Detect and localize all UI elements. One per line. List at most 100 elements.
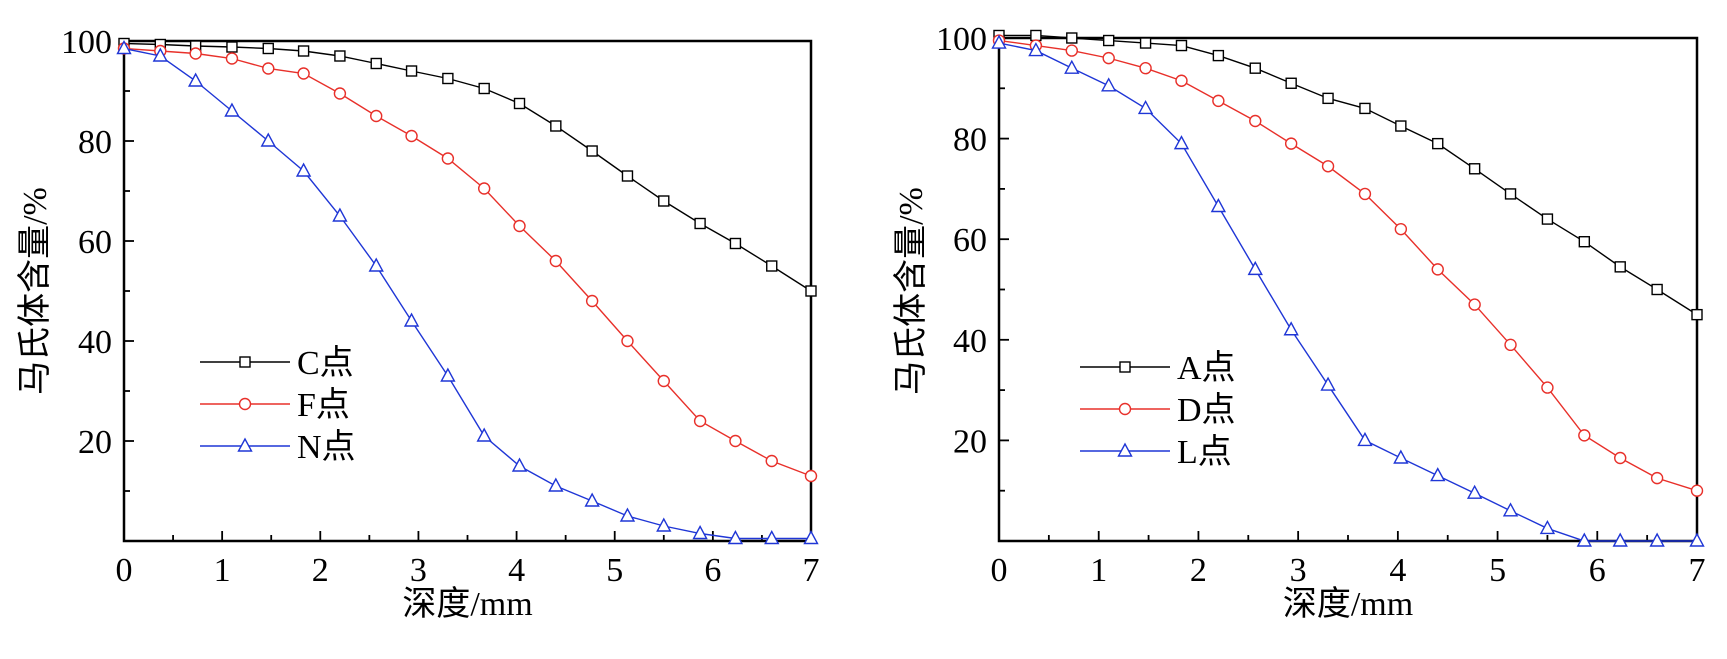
data-point bbox=[1430, 467, 1446, 482]
series-circle bbox=[117, 42, 818, 483]
data-point bbox=[1578, 429, 1591, 442]
data-point bbox=[297, 45, 310, 57]
data-point bbox=[1175, 39, 1188, 52]
data-point bbox=[297, 67, 310, 80]
series-square bbox=[993, 29, 1703, 321]
data-point bbox=[693, 414, 707, 428]
data-point bbox=[440, 367, 456, 382]
legend-label: C点 bbox=[297, 344, 354, 382]
data-point bbox=[403, 312, 420, 327]
y-tick-label: 80 bbox=[953, 122, 987, 159]
x-tick-label: 1 bbox=[214, 552, 231, 589]
data-point bbox=[1691, 308, 1703, 321]
legend-label: F点 bbox=[297, 386, 350, 424]
data-point bbox=[657, 374, 670, 388]
x-tick-label: 7 bbox=[803, 552, 820, 589]
data-point bbox=[511, 457, 528, 472]
data-point bbox=[1468, 163, 1481, 175]
data-point bbox=[333, 87, 347, 100]
data-point bbox=[1690, 484, 1704, 497]
x-tick-label: 3 bbox=[410, 552, 427, 589]
data-point bbox=[621, 334, 634, 348]
data-point bbox=[1212, 49, 1225, 62]
data-point bbox=[1173, 135, 1190, 150]
chart-left: 0 1 2 3 4 5 6 7 20 40 60 80 100 深度/mm 马氏体含量/% C点 F点 N点 bbox=[16, 24, 820, 623]
data-point bbox=[1285, 77, 1297, 89]
legend-label: N点 bbox=[297, 428, 356, 466]
data-point bbox=[584, 492, 600, 507]
data-point bbox=[334, 50, 346, 62]
data-point bbox=[550, 120, 562, 132]
data-point bbox=[766, 260, 778, 272]
data-point bbox=[585, 294, 599, 308]
x-tick-label: 4 bbox=[508, 552, 525, 589]
series-circle bbox=[992, 34, 1704, 497]
y-axis-title: 马氏体含量/% bbox=[16, 187, 54, 395]
data-point bbox=[1466, 484, 1483, 499]
y-tick-label: 80 bbox=[78, 124, 112, 161]
x-axis-title: 深度/mm bbox=[402, 585, 532, 623]
legend-marker bbox=[1118, 402, 1132, 416]
data-point bbox=[1175, 74, 1188, 87]
x-tick-label: 1 bbox=[1090, 552, 1107, 589]
series-line bbox=[998, 39, 1698, 492]
data-point bbox=[1650, 471, 1664, 485]
data-point bbox=[189, 47, 202, 60]
legend-label: L点 bbox=[1177, 433, 1232, 471]
data-point bbox=[224, 102, 240, 117]
data-point bbox=[442, 72, 454, 85]
data-point bbox=[1395, 120, 1407, 132]
x-tick-label: 4 bbox=[1389, 552, 1406, 589]
data-point bbox=[619, 507, 636, 522]
y-tick-label: 40 bbox=[78, 324, 112, 361]
data-point bbox=[729, 434, 742, 448]
data-point bbox=[1539, 519, 1556, 535]
y-tick-label: 100 bbox=[936, 21, 987, 58]
data-point bbox=[692, 525, 708, 540]
series-triangle bbox=[991, 34, 1705, 547]
data-point bbox=[1504, 338, 1517, 352]
data-point bbox=[1137, 99, 1154, 115]
data-point bbox=[1432, 137, 1444, 150]
data-point bbox=[656, 517, 672, 532]
data-point bbox=[332, 207, 348, 222]
data-point bbox=[476, 427, 492, 442]
data-point bbox=[548, 477, 564, 492]
data-point bbox=[1139, 37, 1152, 49]
data-point bbox=[1320, 376, 1336, 391]
data-point bbox=[1468, 298, 1481, 311]
data-point bbox=[1249, 114, 1262, 128]
data-point bbox=[513, 97, 526, 110]
data-point bbox=[1249, 62, 1261, 74]
legend-label: D点 bbox=[1177, 391, 1236, 429]
chart-right: 0 1 2 3 4 5 6 7 20 40 60 80 100 深度/mm 马氏体含量/% A点 D点 L点 bbox=[892, 21, 1706, 623]
data-point bbox=[295, 162, 312, 177]
legend-label: A点 bbox=[1177, 349, 1236, 387]
y-tick-label: 40 bbox=[953, 323, 987, 360]
data-point bbox=[727, 530, 744, 545]
data-point bbox=[370, 57, 382, 70]
data-point bbox=[1431, 263, 1444, 276]
data-point bbox=[1504, 188, 1517, 200]
data-point bbox=[1541, 213, 1554, 225]
data-point bbox=[1649, 532, 1665, 547]
x-tick-label: 5 bbox=[606, 552, 623, 589]
data-point bbox=[1689, 532, 1705, 547]
data-point bbox=[260, 132, 276, 147]
data-point bbox=[478, 82, 490, 95]
data-point bbox=[441, 152, 455, 165]
data-point bbox=[477, 182, 491, 195]
y-axis-title: 马氏体含量/% bbox=[892, 187, 930, 395]
data-point bbox=[1210, 198, 1227, 213]
data-point bbox=[1359, 102, 1371, 115]
data-point bbox=[1322, 92, 1334, 105]
data-point bbox=[226, 41, 238, 53]
legend-marker bbox=[1119, 361, 1131, 373]
data-point bbox=[1357, 431, 1373, 447]
data-point bbox=[405, 129, 418, 143]
x-tick-label: 0 bbox=[116, 552, 133, 589]
data-point bbox=[1064, 59, 1080, 74]
y-tick-label: 20 bbox=[953, 423, 987, 460]
data-point bbox=[1102, 34, 1115, 47]
